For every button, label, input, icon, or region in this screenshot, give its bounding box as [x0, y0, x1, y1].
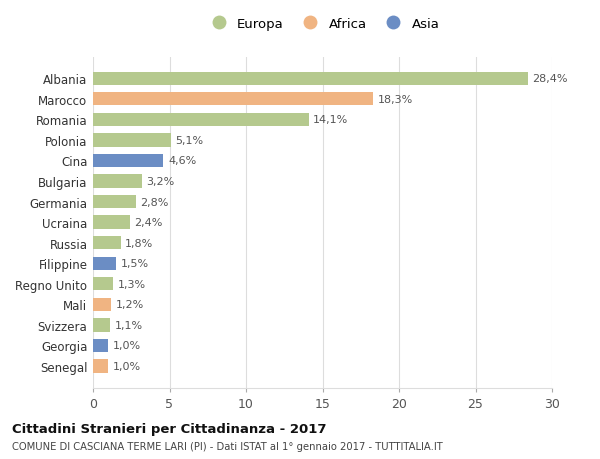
Text: 4,6%: 4,6% [168, 156, 196, 166]
Bar [93, 93, 373, 106]
Text: 3,2%: 3,2% [146, 177, 175, 187]
Text: 1,1%: 1,1% [115, 320, 143, 330]
Text: 2,4%: 2,4% [134, 218, 163, 228]
Text: 14,1%: 14,1% [313, 115, 349, 125]
Text: 5,1%: 5,1% [176, 135, 204, 146]
Text: 1,0%: 1,0% [113, 361, 141, 371]
Text: 1,3%: 1,3% [118, 279, 146, 289]
Text: 2,8%: 2,8% [140, 197, 169, 207]
Bar [93, 196, 136, 209]
Bar [93, 339, 108, 353]
Text: 28,4%: 28,4% [532, 74, 568, 84]
Text: Cittadini Stranieri per Cittadinanza - 2017: Cittadini Stranieri per Cittadinanza - 2… [12, 422, 326, 436]
Bar [93, 216, 130, 230]
Text: 1,2%: 1,2% [116, 300, 144, 310]
Text: 1,8%: 1,8% [125, 238, 154, 248]
Bar [93, 134, 171, 147]
Bar [93, 154, 163, 168]
Text: 18,3%: 18,3% [377, 95, 413, 105]
Bar [93, 278, 113, 291]
Bar [93, 257, 116, 270]
Legend: Europa, Africa, Asia: Europa, Africa, Asia [205, 18, 440, 31]
Bar [93, 319, 110, 332]
Text: COMUNE DI CASCIANA TERME LARI (PI) - Dati ISTAT al 1° gennaio 2017 - TUTTITALIA.: COMUNE DI CASCIANA TERME LARI (PI) - Dat… [12, 441, 443, 451]
Bar [93, 175, 142, 188]
Bar [93, 359, 108, 373]
Bar [93, 298, 112, 311]
Bar [93, 236, 121, 250]
Bar [93, 73, 527, 86]
Bar [93, 113, 309, 127]
Text: 1,5%: 1,5% [121, 258, 149, 269]
Text: 1,0%: 1,0% [113, 341, 141, 351]
